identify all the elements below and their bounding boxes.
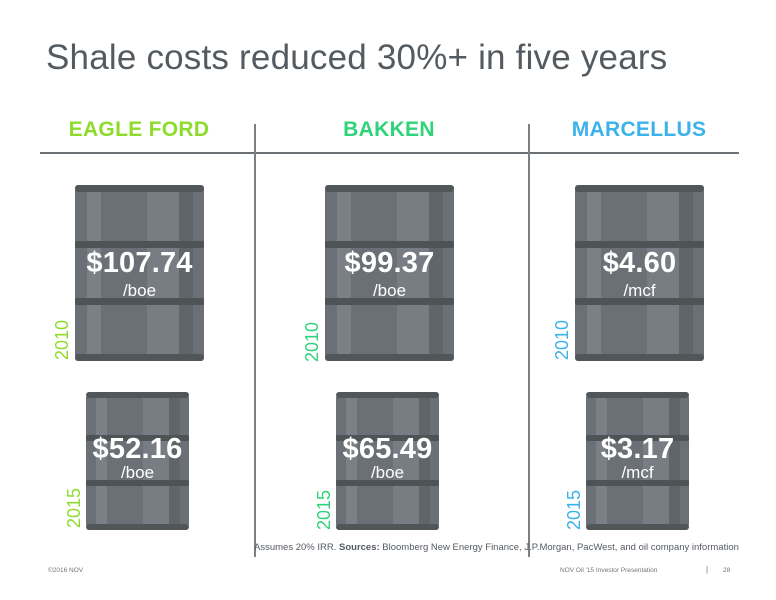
- column-divider-2: [528, 124, 530, 557]
- cost-value: $52.16: [92, 433, 183, 465]
- oil-barrel-icon: [325, 185, 454, 361]
- cost-value: $3.17: [600, 433, 675, 465]
- oil-barrel-icon: [336, 392, 439, 530]
- header-rule-middle: [255, 152, 529, 154]
- barrel-marcellus-2010: $4.60 /mcf: [575, 185, 704, 361]
- column-header-eagle-ford: EAGLE FORD: [68, 118, 210, 141]
- year-label-2015: 2015: [314, 489, 334, 530]
- cost-unit: /boe: [372, 281, 407, 300]
- year-label-2010: 2010: [552, 319, 572, 360]
- cost-unit: /boe: [370, 463, 405, 482]
- header-rule-right: [529, 152, 739, 154]
- oil-barrel-icon: [586, 392, 689, 530]
- oil-barrel-icon: [575, 185, 704, 361]
- page-number: 28: [723, 567, 731, 574]
- year-label-2010: 2010: [52, 319, 72, 360]
- presentation-name: NOV Oil '15 Investor Presentation: [560, 567, 658, 574]
- cost-value: $65.49: [342, 433, 433, 465]
- footer-separator: |: [706, 565, 709, 574]
- barrel-marcellus-2015: $3.17 /mcf: [586, 392, 689, 530]
- year-label-2015: 2015: [64, 487, 84, 528]
- column-header-bakken: BAKKEN: [343, 118, 435, 141]
- cost-value: $4.60: [602, 247, 677, 279]
- column-divider-1: [254, 124, 256, 557]
- footnote-assumption: Assumes 20% IRR.: [254, 542, 339, 553]
- barrel-eagle-ford-2015: $52.16 /boe: [86, 392, 189, 530]
- year-label-2010: 2010: [302, 321, 322, 362]
- footnote-sources: Bloomberg New Energy Finance, J.P.Morgan…: [379, 542, 739, 553]
- footnote-sources-label: Sources:: [339, 542, 380, 553]
- barrel-bakken-2015: $65.49 /boe: [336, 392, 439, 530]
- barrel-eagle-ford-2010: $107.74 /boe: [75, 185, 204, 361]
- slide-title: Shale costs reduced 30%+ in five years: [46, 38, 668, 77]
- copyright: ©2016 NOV: [48, 567, 84, 574]
- footnote: Assumes 20% IRR. Sources: Bloomberg New …: [254, 542, 739, 553]
- cost-unit: /boe: [120, 463, 155, 482]
- barrel-bakken-2010: $99.37 /boe: [325, 185, 454, 361]
- year-label-2015: 2015: [564, 489, 584, 530]
- column-header-marcellus: MARCELLUS: [571, 118, 707, 141]
- oil-barrel-icon: [86, 392, 189, 530]
- cost-value: $99.37: [344, 247, 435, 279]
- cost-unit: /mcf: [621, 463, 654, 482]
- header-rule-left: [40, 152, 255, 154]
- cost-unit: /boe: [122, 281, 157, 300]
- cost-unit: /mcf: [623, 281, 656, 300]
- cost-value: $107.74: [86, 247, 193, 279]
- oil-barrel-icon: [75, 185, 204, 361]
